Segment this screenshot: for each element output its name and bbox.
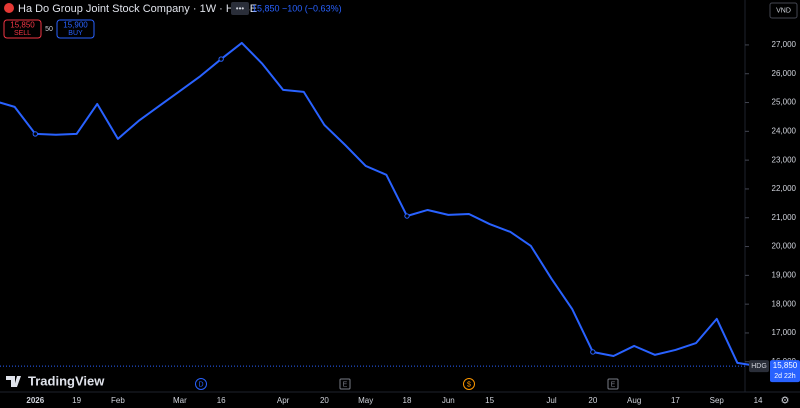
event-icon xyxy=(195,378,207,390)
point-marker xyxy=(590,349,596,355)
y-tick-label: 23,000 xyxy=(772,155,797,164)
currency-button[interactable] xyxy=(769,2,798,19)
event-icon xyxy=(607,378,619,390)
x-tick-label: 20 xyxy=(320,396,329,405)
x-tick-label: 19 xyxy=(72,396,81,405)
more-button[interactable] xyxy=(231,2,249,15)
event-label: E xyxy=(611,381,616,388)
price-label: 15,850 xyxy=(773,361,798,370)
countdown: 2d 22h xyxy=(774,373,796,380)
price-line xyxy=(0,41,759,368)
y-tick-label: 20,000 xyxy=(772,242,797,251)
x-tick-label: Jun xyxy=(442,396,455,405)
sell-button[interactable] xyxy=(3,19,42,39)
x-tick-label: Feb xyxy=(111,396,125,405)
sell-price: 15,850 xyxy=(10,21,35,30)
settings[interactable]: ⚙ xyxy=(781,396,790,407)
x-tick-label: Jul xyxy=(546,396,556,405)
buy-price: 15,900 xyxy=(63,21,88,30)
x-tick-label: 17 xyxy=(671,396,680,405)
point-marker xyxy=(218,56,224,62)
more-icon: ••• xyxy=(236,4,245,13)
logo xyxy=(4,3,14,13)
point-marker xyxy=(32,131,38,137)
currency: VND xyxy=(776,7,791,14)
y-tick-label: 17,000 xyxy=(772,328,797,337)
x-tick-label: 15 xyxy=(485,396,494,405)
spread: 50 xyxy=(45,26,53,33)
y-tick-label: 19,000 xyxy=(772,270,797,279)
event-label: D xyxy=(198,381,203,388)
symbol-label: HDG xyxy=(751,363,767,370)
point-marker xyxy=(404,213,410,219)
x-tick-label: Aug xyxy=(627,396,641,405)
x-tick-label: Sep xyxy=(710,396,725,405)
price-box xyxy=(770,360,800,383)
y-tick-label: 18,000 xyxy=(772,299,797,308)
quote: 15,850 −100 (−0.63%) xyxy=(252,3,342,13)
event-icon xyxy=(339,378,351,390)
brand-logo xyxy=(6,376,21,387)
x-tick-label: Mar xyxy=(173,396,187,405)
event-icon xyxy=(463,378,475,390)
event-label: $ xyxy=(467,381,471,388)
y-tick-label: 25,000 xyxy=(772,98,797,107)
event-label: E xyxy=(343,381,348,388)
chart-title: Ha Do Group Joint Stock Company · 1W · H… xyxy=(18,3,257,15)
x-tick-label: 18 xyxy=(403,396,412,405)
x-tick-label: 20 xyxy=(588,396,597,405)
y-tick-label: 21,000 xyxy=(772,213,797,222)
y-tick-label: 24,000 xyxy=(772,126,797,135)
y-tick-label: 26,000 xyxy=(772,69,797,78)
buy-label: BUY xyxy=(68,30,83,37)
x-tick-label: Apr xyxy=(277,396,290,405)
sell-label: SELL xyxy=(14,30,31,37)
y-tick-label: 27,000 xyxy=(772,40,797,49)
x-tick-label: 2026 xyxy=(26,396,44,405)
brand: TradingView xyxy=(28,373,105,388)
buy-button[interactable] xyxy=(56,19,95,39)
x-tick-label: 16 xyxy=(217,396,226,405)
y-tick-label: 22,000 xyxy=(772,184,797,193)
symbol-box xyxy=(749,360,769,373)
x-tick-label: May xyxy=(358,396,373,405)
x-tick-label: 14 xyxy=(754,396,763,405)
